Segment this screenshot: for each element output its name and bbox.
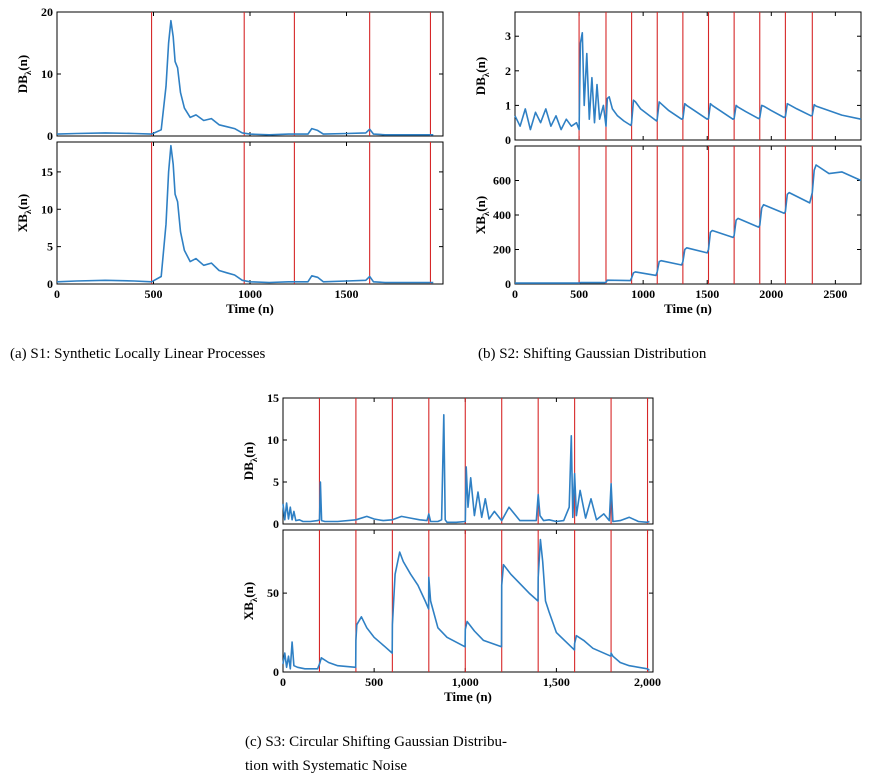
- x-tick-label: 0: [512, 287, 518, 301]
- plot-a_bottom: 0 500 1000 1500 0 5 10 15 XBλ(n) Time (n): [15, 141, 444, 316]
- y-tick-label: 50: [267, 586, 279, 600]
- caption-c-line2: tion with Systematic Noise: [245, 758, 407, 774]
- y-tick-label: 0: [47, 129, 53, 143]
- x-tick-label: 0: [54, 287, 60, 301]
- y-tick-label: 10: [267, 433, 279, 447]
- y-label-suffix: (n): [15, 55, 30, 71]
- y-tick-label: 1: [505, 98, 511, 112]
- y-tick-label: 400: [493, 208, 511, 222]
- y-label-subscript: λ: [481, 211, 491, 216]
- y-label-suffix: (n): [473, 57, 488, 73]
- y-label-suffix: (n): [241, 582, 256, 598]
- plot-c_top: 0 5 10 15 DBλ(n): [241, 391, 654, 531]
- caption-c-line1: (c) S3: Circular Shifting Gaussian Distr…: [245, 734, 507, 750]
- axes-frame: [56, 141, 444, 285]
- plot-b_bottom: 0 500 1000 1500 2000 25000200400600XBλ(n)Time…: [473, 145, 862, 316]
- y-tick-label: 5: [47, 240, 53, 254]
- y-axis-label: XBλ(n): [15, 194, 33, 232]
- series-line: [282, 413, 650, 524]
- y-axis-label: XBλ(n): [473, 196, 491, 234]
- x-tick-label: 500: [570, 287, 588, 301]
- y-tick-label: 10: [41, 202, 53, 216]
- series-line: [282, 538, 650, 672]
- x-tick-label: 1000: [238, 287, 262, 301]
- y-tick-label: 600: [493, 174, 511, 188]
- y-label-subscript: λ: [249, 597, 259, 602]
- y-label-main: DB: [15, 75, 30, 93]
- y-tick-label: 0: [47, 277, 53, 291]
- y-tick-label: 20: [41, 5, 53, 19]
- x-tick-label: 500: [145, 287, 163, 301]
- y-label-main: XB: [15, 214, 30, 232]
- y-tick-label: 3: [505, 29, 511, 43]
- x-tick-label: 1500: [695, 287, 719, 301]
- caption-b: (b) S2: Shifting Gaussian Distribution: [478, 346, 707, 362]
- y-label-main: XB: [241, 602, 256, 620]
- y-label-suffix: (n): [473, 196, 488, 212]
- x-tick-label: 2,000: [634, 675, 661, 689]
- series-line: [56, 19, 434, 136]
- axes-frame: [514, 145, 862, 285]
- y-tick-label: 2: [505, 64, 511, 78]
- y-label-subscript: λ: [23, 209, 33, 214]
- y-tick-label: 15: [41, 165, 53, 179]
- y-tick-label: 0: [505, 277, 511, 291]
- y-axis-label: DBλ(n): [473, 57, 491, 95]
- x-tick-label: 1000: [631, 287, 655, 301]
- plot-a_top: 0 10 20 DBλ(n): [15, 5, 444, 143]
- plot-c_bottom: 0 500 1,000 1,500 2,000 0 50 XBλ(n) Time (n): [241, 529, 661, 704]
- y-axis-label: XBλ(n): [241, 582, 259, 620]
- x-tick-label: 1,000: [452, 675, 479, 689]
- x-tick-label: 0: [280, 675, 286, 689]
- y-label-subscript: λ: [23, 70, 33, 75]
- y-label-suffix: (n): [241, 442, 256, 458]
- y-tick-label: 0: [505, 133, 511, 147]
- y-tick-label: 0: [273, 517, 279, 531]
- x-tick-label: 500: [365, 675, 383, 689]
- y-tick-label: 200: [493, 243, 511, 257]
- axes-frame: [514, 11, 862, 141]
- y-tick-label: 15: [267, 391, 279, 405]
- x-tick-label: 2000: [759, 287, 783, 301]
- x-axis-label: Time (n): [226, 301, 274, 316]
- y-axis-label: DBλ(n): [241, 442, 259, 480]
- series-line: [515, 164, 862, 284]
- caption-a: (a) S1: Synthetic Locally Linear Process…: [10, 346, 266, 362]
- y-label-subscript: λ: [249, 457, 259, 462]
- x-axis-label: Time (n): [664, 301, 712, 316]
- axes-frame: [282, 529, 654, 673]
- y-label-main: XB: [473, 216, 488, 234]
- y-label-main: DB: [241, 462, 256, 480]
- series-line: [514, 31, 862, 131]
- x-axis-label: Time (n): [444, 689, 492, 704]
- y-label-main: DB: [473, 77, 488, 95]
- y-label-subscript: λ: [481, 72, 491, 77]
- y-tick-label: 10: [41, 67, 53, 81]
- y-axis-label: DBλ(n): [15, 55, 33, 93]
- x-tick-label: 2500: [823, 287, 847, 301]
- axes-frame: [56, 11, 444, 137]
- x-tick-label: 1500: [335, 287, 359, 301]
- y-tick-label: 0: [273, 665, 279, 679]
- y-tick-label: 5: [273, 475, 279, 489]
- series-line: [56, 144, 434, 284]
- x-tick-label: 1,500: [543, 675, 570, 689]
- plot-b_top: 0 1 2 3 DBλ(n): [473, 11, 862, 147]
- y-label-suffix: (n): [15, 194, 30, 210]
